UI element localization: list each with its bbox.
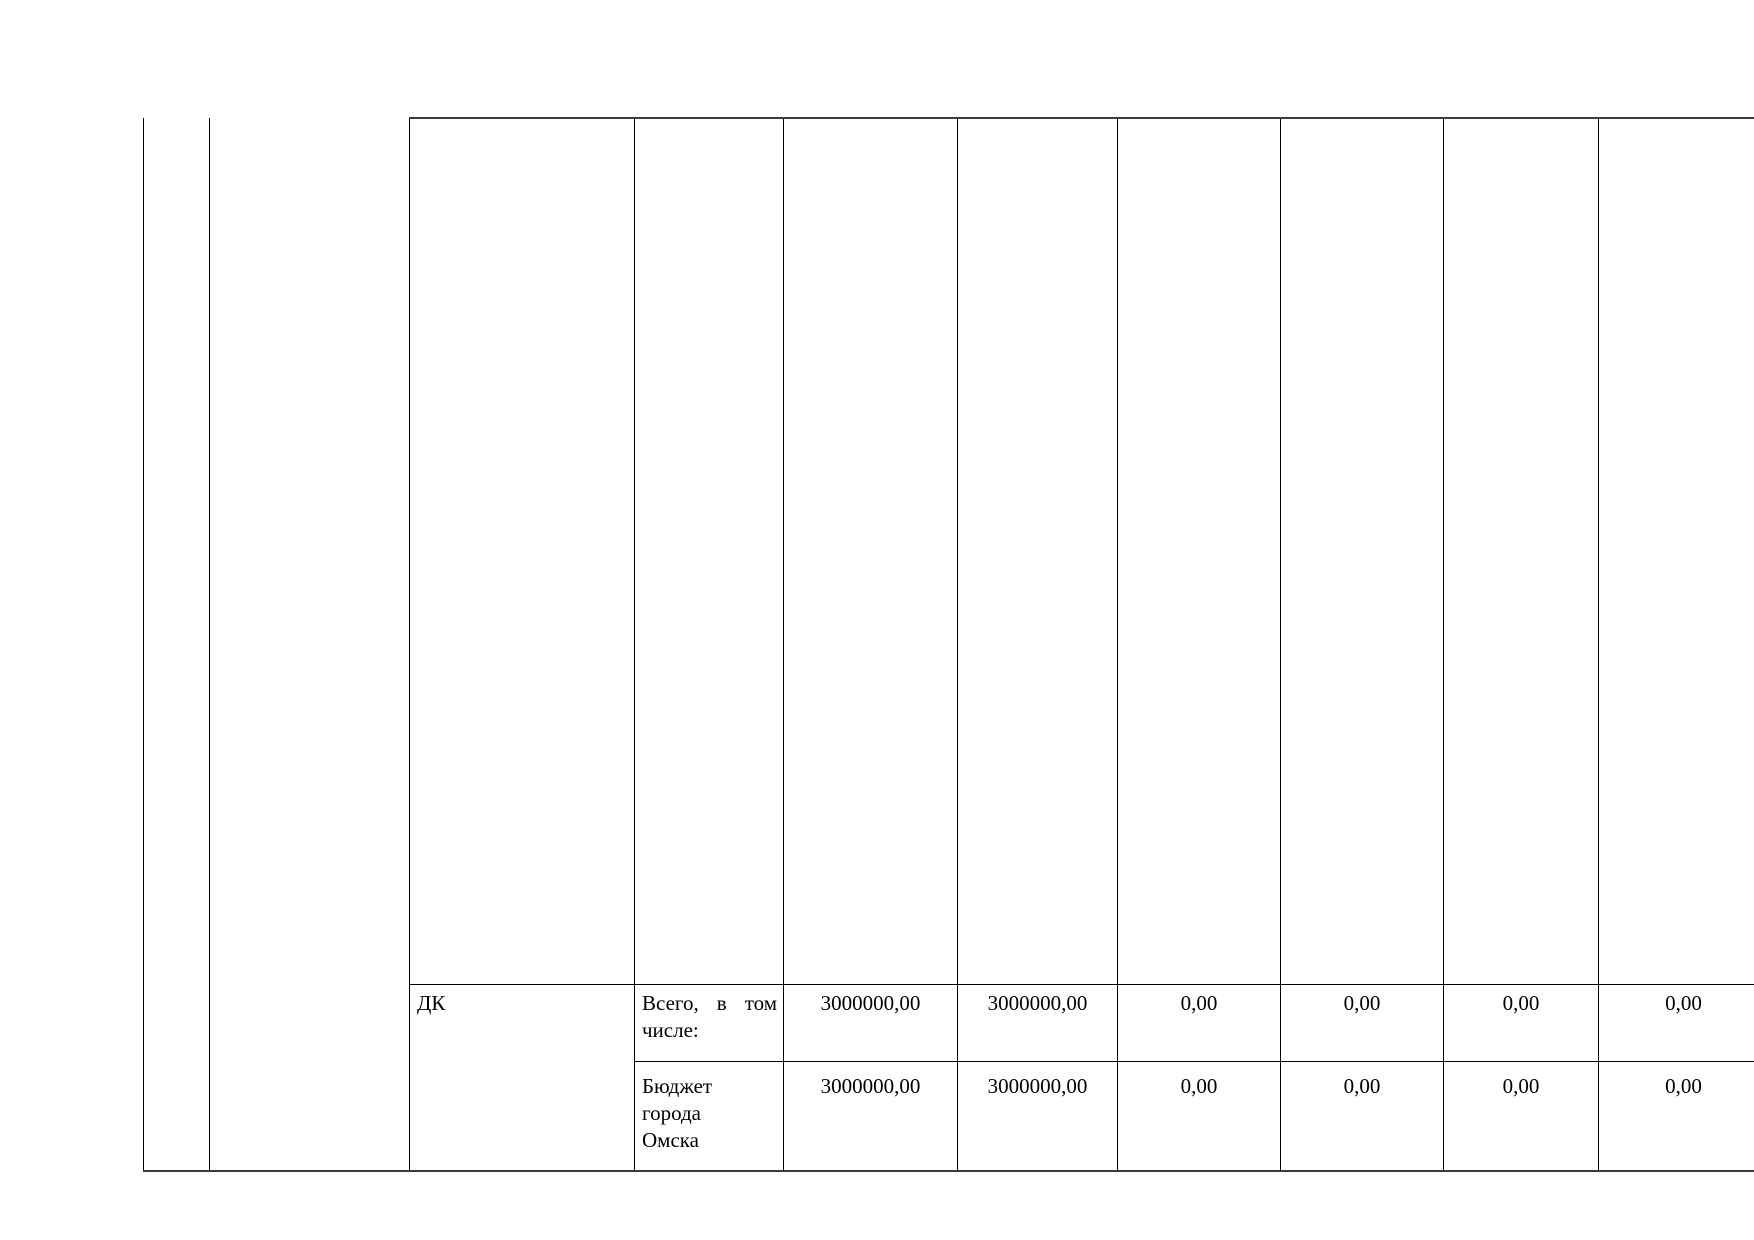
amount-cell: 0,00 [1117,1060,1281,1172]
table-row-budget: Бюджет города Омска 3000000,00 3000000,0… [144,1060,1754,1172]
amount-cell: 3000000,00 [783,983,958,1062]
empty-cell [1443,117,1599,985]
budget-table: ДК Всего, в том числе: 3000000,00 300000… [143,117,1754,1172]
table-row-empty [143,117,1754,1172]
empty-cell [409,117,635,985]
amount-cell: 0,00 [1598,1060,1754,1172]
funding-source-cell: Бюджет города Омска [634,1060,784,1172]
empty-column-cell [209,118,410,1172]
amount-cell: 0,00 [1280,983,1444,1062]
empty-cell [1117,117,1281,985]
empty-cell [957,117,1118,985]
empty-cell [634,117,784,985]
funding-source-cell: Всего, в том числе: [634,983,784,1062]
group-label-cell: ДК [409,983,635,1172]
amount-cell: 3000000,00 [957,983,1118,1062]
amount-cell: 0,00 [1443,983,1599,1062]
amount-cell: 0,00 [1598,983,1754,1062]
amount-cell: 0,00 [1117,983,1281,1062]
table-row-total: ДК Всего, в том числе: 3000000,00 300000… [144,983,1754,1172]
amount-cell: 0,00 [1280,1060,1444,1172]
empty-cell [1598,117,1754,985]
amount-cell: 0,00 [1443,1060,1599,1172]
empty-column-cell [143,118,210,1172]
empty-cell [783,117,958,985]
amount-cell: 3000000,00 [783,1060,958,1172]
empty-cell [1280,117,1444,985]
amount-cell: 3000000,00 [957,1060,1118,1172]
